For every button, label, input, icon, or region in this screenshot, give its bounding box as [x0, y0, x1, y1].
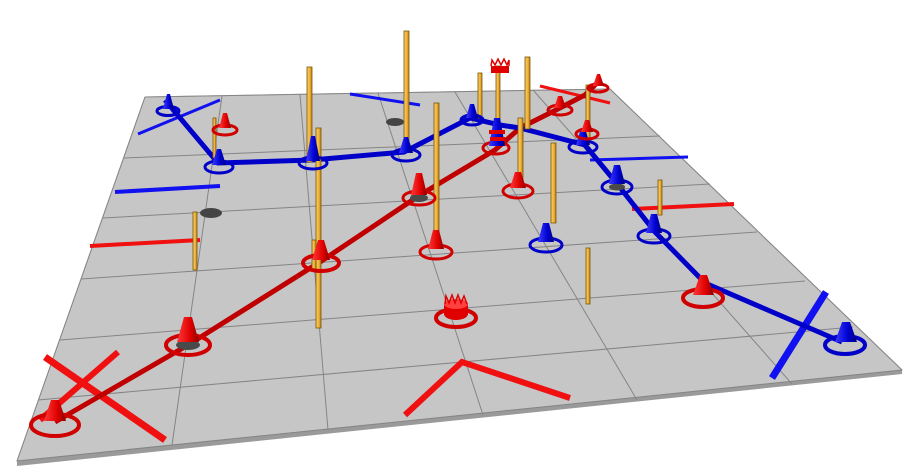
red-cone-piece	[586, 74, 610, 94]
board-edge	[17, 370, 902, 466]
blue-cone-piece	[297, 136, 329, 171]
pole	[315, 127, 322, 329]
blue-cone-piece	[155, 94, 181, 117]
game-board	[16, 88, 904, 462]
red-cone-piece	[164, 317, 212, 357]
red-cone-piece	[301, 240, 341, 273]
pole	[212, 117, 217, 159]
blue-cone-piece	[600, 165, 634, 196]
empty-socket	[386, 118, 404, 126]
pole	[517, 117, 524, 181]
pole	[495, 65, 501, 121]
pole	[477, 72, 483, 119]
pole	[306, 66, 313, 163]
blue-cone-piece	[203, 149, 235, 175]
red-cone-piece	[546, 96, 574, 117]
red-cone-piece	[681, 275, 725, 309]
pole	[403, 30, 410, 152]
red-pieces	[29, 57, 725, 438]
red-crowned-piece	[434, 292, 478, 329]
blue-cone-piece	[390, 137, 422, 163]
pole	[433, 102, 440, 236]
blue-pieces	[155, 94, 867, 356]
blue-cone-piece	[823, 322, 867, 356]
blue-stacked-piece	[481, 118, 511, 156]
pole	[550, 142, 557, 224]
pole	[657, 179, 663, 216]
blue-cone-piece	[459, 104, 485, 127]
red-cone-piece	[501, 172, 535, 200]
pole	[192, 211, 198, 271]
blue-cone-piece	[567, 128, 599, 155]
pole	[585, 247, 591, 305]
blue-cone-piece	[528, 223, 564, 254]
empty-socket	[200, 208, 222, 218]
blue-cone-piece	[636, 214, 672, 245]
red-cone-piece	[401, 173, 437, 207]
red-cone-piece	[418, 230, 454, 261]
red-cone-piece	[211, 113, 239, 137]
red-cone-piece	[574, 120, 600, 141]
red-cone-piece	[29, 400, 81, 438]
red-crown-on-pole	[490, 57, 510, 73]
red-path	[53, 78, 602, 425]
pole	[524, 56, 531, 130]
